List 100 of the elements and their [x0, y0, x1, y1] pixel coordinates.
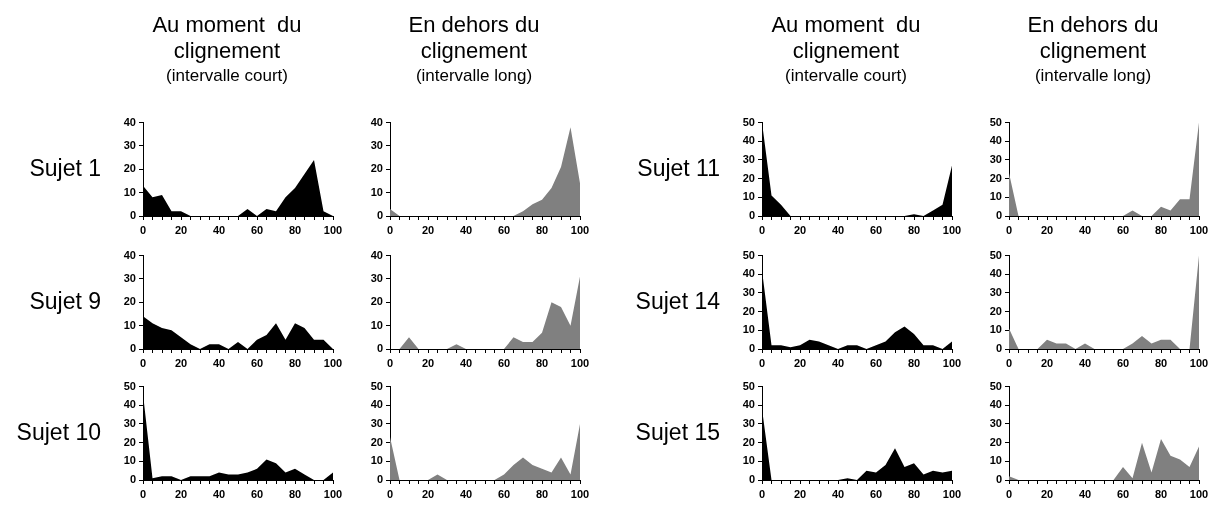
y-axis-title: Sujet 11 — [637, 154, 720, 182]
y-tick-label: 40 — [370, 398, 383, 411]
y-tick-label: 30 — [370, 138, 383, 151]
y-tick-label: 40 — [123, 398, 136, 411]
x-tick-label: 60 — [497, 223, 511, 236]
y-tick-label: 10 — [742, 454, 755, 467]
x-tick-label: 0 — [758, 223, 766, 236]
x-tick-label: 40 — [212, 356, 226, 369]
y-tick-label: 20 — [989, 171, 1002, 184]
x-tick-label: 40 — [831, 487, 845, 500]
y-tick-label: 30 — [123, 271, 136, 284]
x-tick-label: 0 — [139, 223, 147, 236]
x-tick-label: 60 — [250, 356, 264, 369]
x-tick-label: 20 — [174, 487, 188, 500]
x-tick-label: 0 — [758, 356, 766, 369]
x-tick-label: 60 — [1116, 356, 1130, 369]
y-tick-label: 10 — [989, 190, 1002, 203]
x-tick-label: 100 — [323, 223, 343, 236]
x-tick-label: 80 — [535, 223, 549, 236]
x-tick-label: 0 — [1005, 223, 1013, 236]
chart-title: Au moment du clignement — [770, 12, 922, 64]
y-tick-label: 10 — [370, 185, 383, 198]
y-tick-label: 0 — [376, 473, 383, 486]
y-tick-label: 10 — [989, 454, 1002, 467]
x-tick-label: 60 — [1116, 223, 1130, 236]
y-tick-label: 50 — [742, 248, 755, 261]
x-tick-label: 0 — [139, 356, 147, 369]
y-axis-title: Sujet 1 — [29, 154, 101, 182]
y-tick-label: 0 — [748, 342, 755, 355]
y-tick-label: 10 — [123, 318, 136, 331]
chart-title: En dehors du clignement — [407, 12, 541, 64]
x-tick-label: 0 — [139, 487, 147, 500]
x-tick-label: 40 — [831, 356, 845, 369]
x-tick-label: 100 — [570, 356, 590, 369]
x-tick-label: 40 — [831, 223, 845, 236]
y-tick-label: 40 — [989, 398, 1002, 411]
y-tick-label: 20 — [123, 295, 136, 308]
y-tick-label: 50 — [123, 379, 136, 392]
y-tick-label: 20 — [742, 304, 755, 317]
x-tick-label: 100 — [1189, 223, 1209, 236]
y-tick-label: 50 — [370, 379, 383, 392]
x-tick-label: 20 — [793, 356, 807, 369]
y-tick-label: 0 — [129, 209, 136, 222]
x-tick-label: 80 — [288, 487, 302, 500]
x-tick-label: 60 — [1116, 487, 1130, 500]
y-tick-label: 40 — [742, 267, 755, 280]
x-tick-label: 20 — [1040, 223, 1054, 236]
y-tick-label: 0 — [376, 209, 383, 222]
y-tick-label: 30 — [370, 271, 383, 284]
x-tick-label: 0 — [386, 223, 394, 236]
x-tick-label: 80 — [907, 223, 921, 236]
x-tick-label: 100 — [942, 487, 962, 500]
x-tick-label: 20 — [421, 356, 435, 369]
y-tick-label: 30 — [989, 152, 1002, 165]
x-tick-label: 20 — [421, 223, 435, 236]
chart-subtitle: (intervalle long) — [1033, 66, 1153, 86]
x-tick-label: 100 — [1189, 487, 1209, 500]
x-tick-label: 80 — [1154, 487, 1168, 500]
x-tick-label: 40 — [459, 487, 473, 500]
x-tick-label: 60 — [250, 487, 264, 500]
y-tick-label: 10 — [123, 454, 136, 467]
x-tick-label: 60 — [869, 487, 883, 500]
y-tick-label: 40 — [989, 267, 1002, 280]
x-tick-label: 60 — [869, 356, 883, 369]
chart-subtitle: (intervalle court) — [784, 66, 908, 86]
y-tick-label: 20 — [370, 435, 383, 448]
y-tick-label: 30 — [742, 285, 755, 298]
y-tick-label: 20 — [370, 162, 383, 175]
x-tick-label: 100 — [570, 487, 590, 500]
x-tick-label: 80 — [1154, 223, 1168, 236]
y-tick-label: 50 — [742, 115, 755, 128]
x-tick-label: 60 — [250, 223, 264, 236]
y-axis-title: Sujet 9 — [29, 287, 101, 315]
y-axis-title: Sujet 15 — [635, 418, 720, 446]
y-tick-label: 20 — [742, 435, 755, 448]
x-tick-label: 0 — [1005, 356, 1013, 369]
x-tick-label: 20 — [174, 223, 188, 236]
x-tick-label: 0 — [758, 487, 766, 500]
y-tick-label: 30 — [370, 416, 383, 429]
y-tick-label: 20 — [123, 435, 136, 448]
x-tick-label: 100 — [570, 223, 590, 236]
x-tick-label: 20 — [174, 356, 188, 369]
y-tick-label: 0 — [995, 342, 1002, 355]
y-tick-label: 20 — [989, 304, 1002, 317]
y-tick-label: 10 — [742, 323, 755, 336]
x-tick-label: 0 — [386, 356, 394, 369]
y-tick-label: 50 — [989, 115, 1002, 128]
x-tick-label: 40 — [212, 223, 226, 236]
y-tick-label: 30 — [989, 416, 1002, 429]
x-tick-label: 100 — [1189, 356, 1209, 369]
y-tick-label: 50 — [742, 379, 755, 392]
x-tick-label: 80 — [1154, 356, 1168, 369]
y-tick-label: 30 — [742, 152, 755, 165]
y-tick-label: 10 — [370, 454, 383, 467]
x-tick-label: 0 — [1005, 487, 1013, 500]
y-tick-label: 20 — [123, 162, 136, 175]
x-tick-label: 20 — [1040, 356, 1054, 369]
y-tick-label: 30 — [123, 416, 136, 429]
x-tick-label: 80 — [288, 356, 302, 369]
y-tick-label: 20 — [989, 435, 1002, 448]
